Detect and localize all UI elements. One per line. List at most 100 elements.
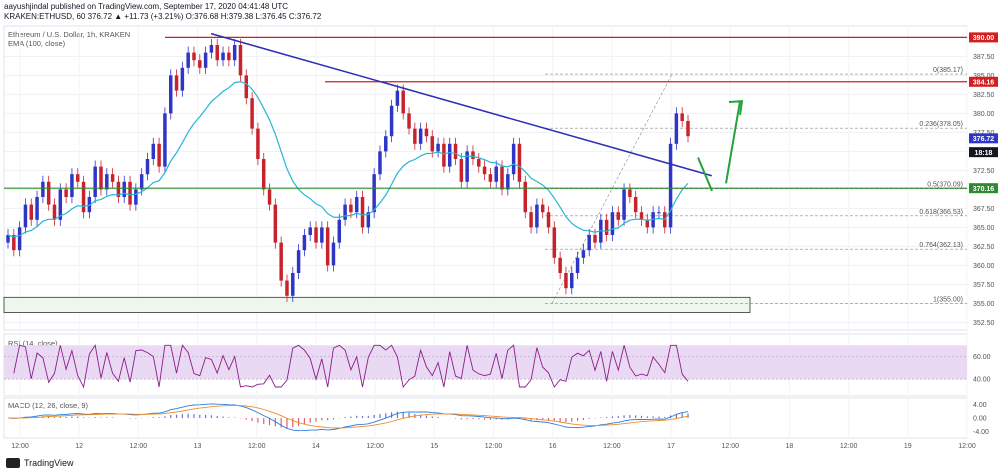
candle bbox=[453, 137, 458, 166]
candle bbox=[285, 274, 289, 302]
candle bbox=[180, 61, 185, 97]
candle-body bbox=[314, 227, 318, 243]
price-tick-label: 357.50 bbox=[973, 282, 995, 289]
candle bbox=[570, 266, 574, 295]
symbol-ohlc: KRAKEN:ETHUSD, 60 376.72 ▲ +11.73 (+3.21… bbox=[4, 12, 322, 21]
price-badge-bg bbox=[969, 183, 998, 194]
candle bbox=[325, 221, 330, 272]
candle bbox=[610, 206, 615, 242]
candle-body bbox=[546, 212, 551, 228]
price-badge: 370.16 bbox=[969, 183, 998, 194]
candle bbox=[331, 236, 336, 272]
time-tick-label: 16 bbox=[549, 443, 557, 450]
price-tick-label: 367.50 bbox=[973, 206, 995, 213]
candle bbox=[163, 107, 167, 173]
rsi-tick-label: 40.00 bbox=[973, 377, 991, 384]
ema-legend: EMA (100, close) bbox=[8, 39, 66, 48]
time-tick-label: 12:00 bbox=[11, 443, 29, 450]
candle bbox=[279, 236, 283, 287]
candle-body bbox=[517, 143, 522, 182]
candle bbox=[6, 228, 10, 249]
candle-body bbox=[587, 235, 591, 251]
time-tick-label: 12:00 bbox=[248, 443, 266, 450]
candle-body bbox=[477, 159, 481, 167]
price-tick-label: 355.00 bbox=[973, 301, 995, 308]
candle-body bbox=[308, 227, 312, 235]
fib-level-label: 0.5(370.09) bbox=[927, 182, 963, 189]
candle bbox=[215, 38, 219, 67]
candle-body bbox=[331, 242, 336, 266]
candle-body bbox=[64, 189, 68, 197]
candle-body bbox=[366, 212, 371, 228]
candle bbox=[58, 183, 63, 226]
price-tick-label: 360.00 bbox=[973, 263, 995, 270]
candle bbox=[488, 168, 493, 188]
candle-body bbox=[570, 273, 574, 289]
price-badge-bg bbox=[969, 133, 998, 144]
candle-body bbox=[12, 235, 16, 251]
candle bbox=[622, 183, 626, 226]
candle bbox=[17, 221, 22, 257]
candle bbox=[261, 152, 266, 196]
candle-body bbox=[81, 181, 86, 213]
candle-body bbox=[296, 250, 301, 273]
candle-body bbox=[70, 174, 74, 197]
macd-tick-label: 0.00 bbox=[973, 416, 987, 423]
fib-anchor-line bbox=[551, 73, 673, 304]
price-badge: 376.72 bbox=[969, 133, 998, 144]
price-tick-label: 372.50 bbox=[973, 168, 995, 175]
candle-body bbox=[203, 52, 208, 68]
candle bbox=[244, 69, 249, 105]
candle bbox=[320, 221, 324, 249]
time-tick-label: 12:00 bbox=[603, 443, 621, 450]
candle-body bbox=[291, 273, 295, 296]
candle bbox=[552, 221, 557, 264]
candle bbox=[633, 190, 638, 219]
candle-body bbox=[628, 189, 632, 197]
time-tick-label: 15 bbox=[430, 443, 438, 450]
candle bbox=[465, 145, 469, 188]
candle-body bbox=[279, 242, 283, 281]
candle bbox=[291, 266, 295, 302]
candle-body bbox=[389, 105, 394, 137]
candle bbox=[186, 46, 190, 74]
candle bbox=[523, 175, 528, 219]
candle-body bbox=[430, 136, 435, 152]
candle bbox=[482, 160, 487, 181]
price-badge-bg bbox=[969, 32, 998, 43]
candle bbox=[238, 38, 243, 82]
candle bbox=[389, 99, 394, 143]
candle bbox=[168, 69, 173, 120]
axes: 387.50385.00382.50380.00377.50375.00372.… bbox=[11, 32, 998, 450]
candle-body bbox=[256, 128, 260, 159]
candle-body bbox=[221, 52, 225, 61]
candle-body bbox=[273, 204, 278, 243]
candle-body bbox=[471, 151, 475, 159]
time-tick-label: 13 bbox=[194, 443, 202, 450]
support-zone-box bbox=[3, 296, 751, 313]
candle-body bbox=[622, 189, 626, 220]
candle bbox=[424, 122, 429, 143]
candle-body bbox=[139, 174, 144, 190]
candle-body bbox=[168, 75, 173, 114]
candle-body bbox=[261, 159, 266, 190]
candle-body bbox=[413, 128, 417, 144]
candle bbox=[645, 213, 650, 234]
candle-body bbox=[610, 212, 615, 235]
candle bbox=[657, 206, 661, 219]
candle bbox=[174, 69, 179, 97]
candle bbox=[418, 122, 423, 150]
candle-body bbox=[198, 60, 202, 68]
candle bbox=[227, 46, 231, 67]
candle bbox=[128, 175, 132, 211]
macd-tick-label: -4.00 bbox=[973, 429, 989, 436]
candle bbox=[64, 183, 68, 204]
candle bbox=[517, 137, 522, 188]
candle bbox=[413, 122, 417, 150]
candle bbox=[116, 175, 121, 204]
candle-body bbox=[238, 45, 243, 76]
candle-body bbox=[535, 204, 539, 228]
candle bbox=[564, 266, 568, 295]
candle-body bbox=[105, 174, 109, 190]
